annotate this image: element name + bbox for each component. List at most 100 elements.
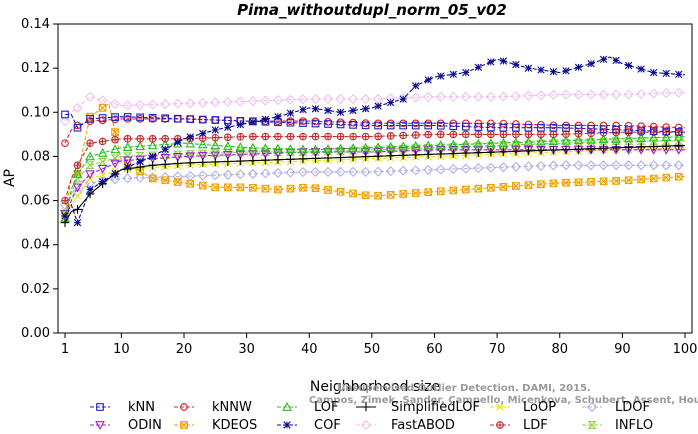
data-point-cof (123, 163, 132, 171)
data-point-lof (335, 143, 346, 153)
data-point-ldof (222, 169, 233, 180)
data-point-knn (211, 116, 220, 124)
data-point-kdeos (98, 104, 107, 112)
data-point-inflo (235, 148, 245, 157)
data-point-simplifiedlof (636, 142, 646, 152)
data-point-ldf (386, 132, 395, 140)
data-point-kdeos (198, 181, 207, 190)
data-point-lof (210, 140, 221, 150)
data-point-cof (98, 177, 107, 186)
data-point-kdeos (637, 175, 646, 184)
data-point-odin (410, 146, 421, 156)
watermark: Unsupervised Outlier Detection. DAMI, 20… (309, 383, 698, 406)
data-point-ldf (349, 132, 357, 141)
data-point-ldof (398, 165, 409, 176)
data-point-kdeos (211, 183, 220, 192)
y-tick-label: 0.10 (21, 105, 50, 120)
data-point-fastabod (322, 93, 334, 105)
data-point-lof (72, 169, 83, 178)
data-point-ldf (524, 130, 533, 139)
data-point-simplifiedlof (436, 149, 446, 159)
data-point-cof (73, 218, 82, 227)
legend-marker-ldf (496, 421, 504, 429)
y-tick-label: 0.08 (21, 149, 50, 164)
data-point-odin (160, 153, 171, 163)
data-point-odin (523, 145, 534, 155)
data-point-knn (461, 122, 470, 131)
data-point-fastabod (673, 87, 684, 98)
data-point-ldof (310, 166, 321, 177)
plot-frame (57, 23, 693, 334)
data-point-ldof (110, 174, 121, 185)
data-point-kdeos (662, 173, 671, 182)
data-point-lof (373, 142, 383, 152)
data-point-fastabod (84, 91, 96, 102)
data-point-inflo (674, 137, 684, 145)
data-point-fastabod (348, 93, 359, 105)
data-point-lof (323, 144, 333, 153)
data-point-simplifiedlof (311, 154, 320, 163)
data-point-simplifiedlof (373, 151, 383, 161)
data-point-ldof (360, 166, 371, 177)
data-point-cof (61, 212, 69, 220)
x-tick-label: 100 (673, 342, 698, 357)
legend-item-cof: COF (277, 418, 341, 433)
data-point-knn (98, 114, 107, 122)
data-point-kdeos (173, 178, 182, 186)
data-point-ldf (223, 133, 232, 142)
data-point-lof (360, 142, 371, 152)
data-point-knn (198, 115, 207, 124)
data-point-lof (110, 144, 120, 154)
data-point-inflo (97, 157, 108, 166)
legend: kNN kNNW LOF SimplifiedLOF LoOP LDOF ODIN KDEOS… (90, 400, 653, 433)
data-point-ldof (648, 160, 659, 171)
data-point-knn (123, 113, 132, 121)
data-point-cof (599, 55, 608, 64)
data-point-cof (161, 145, 169, 154)
data-point-kdeos (148, 174, 157, 183)
x-tick-label: 20 (176, 342, 193, 357)
data-point-fastabod (185, 98, 196, 109)
data-point-ldof (598, 160, 609, 171)
legend-marker-inflo (587, 421, 597, 429)
data-point-fastabod (172, 98, 183, 109)
data-point-lof (611, 133, 621, 143)
legend-marker-knn (96, 403, 104, 411)
x-tick-label: 80 (551, 342, 568, 357)
data-point-cof (437, 72, 445, 80)
legend-label-inflo: INFLO (615, 418, 653, 433)
data-point-kdeos (336, 187, 345, 196)
data-point-knn (549, 123, 558, 132)
data-point-kdeos (624, 176, 633, 185)
data-point-kdeos (587, 177, 595, 186)
data-point-cof (562, 67, 570, 75)
data-point-lof (673, 131, 684, 141)
data-point-lof (435, 140, 446, 150)
data-point-ldf (461, 130, 470, 139)
data-point-ldof (348, 166, 359, 177)
data-point-ldf (236, 132, 245, 141)
data-point-kdeos (349, 189, 357, 198)
data-point-kdeos (311, 184, 320, 193)
legend-item-fastabod: FastABOD (356, 418, 455, 433)
data-point-simplifiedlof (173, 159, 183, 168)
data-point-simplifiedlof (448, 149, 458, 158)
data-point-simplifiedlof (198, 158, 208, 167)
data-point-fastabod (410, 92, 421, 103)
data-point-ldof (636, 160, 647, 171)
data-point-simplifiedlof (536, 146, 546, 155)
data-point-ldf (136, 134, 145, 143)
data-point-simplifiedlof (499, 147, 508, 157)
data-point-simplifiedlof (561, 145, 571, 154)
y-tick-label: 0.12 (21, 61, 50, 76)
data-point-lof (548, 136, 559, 146)
data-point-simplifiedlof (60, 218, 70, 227)
data-point-odin (385, 147, 396, 157)
data-point-knn (599, 125, 608, 134)
data-point-simplifiedlof (423, 150, 433, 159)
data-point-fastabod (573, 89, 584, 100)
chart-title: Pima_withoutdupl_norm_05_v02 (237, 1, 507, 19)
data-point-knn (411, 121, 420, 130)
data-point-kdeos (487, 183, 495, 192)
data-point-knn (73, 123, 82, 132)
